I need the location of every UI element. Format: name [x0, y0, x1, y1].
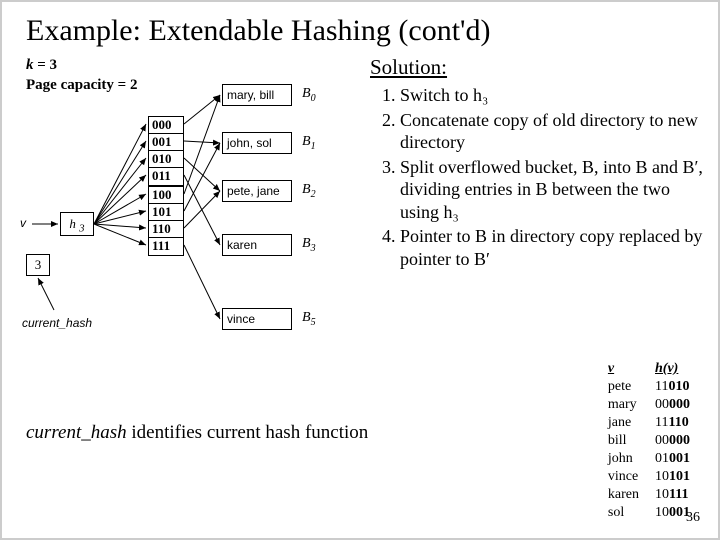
bucket-tag-b: B [302, 134, 311, 149]
hv-name: karen [600, 486, 647, 504]
hv-name: mary [600, 396, 647, 414]
hv-prefix: 11 [655, 415, 668, 430]
dir-cell: 001 [149, 134, 183, 151]
hv-val: 11110 [647, 414, 698, 432]
hv-bold: 110 [668, 415, 688, 430]
current-hash-label: current_hash [22, 316, 92, 330]
bucket-tag: B0 [302, 86, 316, 104]
directory-bottom: 100 101 110 111 [148, 186, 184, 256]
dir-cell: 000 [149, 117, 183, 134]
hv-name: bill [600, 432, 647, 450]
hv-bold: 000 [669, 433, 690, 448]
hv-prefix: 10 [655, 487, 669, 502]
hv-name: sol [600, 504, 647, 522]
dir-cell: 111 [149, 238, 183, 255]
bucket-tag-sub: 0 [311, 93, 316, 104]
dir-cell: 010 [149, 151, 183, 168]
hv-bold: 000 [669, 397, 690, 412]
bucket-tag: B2 [302, 182, 316, 200]
bucket-tag-b: B [302, 86, 311, 101]
hash-value-table: vh(v) pete11010 mary00000 jane11110 bill… [600, 360, 698, 522]
solution-item: 2. Concatenate copy of old directory to … [382, 109, 710, 154]
hash-fn-sub: 3 [79, 223, 84, 235]
bucket-tag-sub: 1 [311, 141, 316, 152]
bucket-tag-sub: 2 [311, 189, 316, 200]
hv-head-hv: h(v) [647, 360, 698, 378]
directory-top: 000 001 010 011 [148, 116, 184, 186]
solution-list: 1. Switch to h₃ 2. Concatenate copy of o… [370, 84, 710, 270]
k-eq: = 3 [34, 57, 58, 73]
hv-prefix: 11 [655, 379, 668, 394]
solution-heading: Solution: [370, 54, 710, 80]
hv-val: 10101 [647, 468, 698, 486]
hv-prefix: 10 [655, 505, 669, 520]
bucket-tag-b: B [302, 310, 311, 325]
solution-item: 4. Pointer to B in directory copy replac… [382, 225, 710, 270]
hv-name: john [600, 450, 647, 468]
bucket-tag: B3 [302, 236, 316, 254]
solution-block: Solution: 1. Switch to h₃ 2. Concatenate… [370, 54, 710, 272]
bucket-tag: B5 [302, 310, 316, 328]
hv-prefix: 01 [655, 451, 669, 466]
hv-bold: 010 [668, 379, 689, 394]
hv-name: jane [600, 414, 647, 432]
v-label: v [20, 216, 26, 230]
hash-fn-label: h [69, 216, 79, 231]
footer-rest: identifies current hash function [127, 422, 369, 443]
hash-fn-box: h 3 [60, 212, 94, 236]
hv-val: 00000 [647, 432, 698, 450]
footer-line: current_hash identifies current hash fun… [26, 422, 368, 444]
diagram: v h 3 3 current_hash 000 001 010 011 100… [18, 84, 368, 384]
hv-bold: 101 [669, 469, 690, 484]
solution-item: 1. Switch to h₃ [382, 84, 710, 107]
hv-bold: 111 [669, 487, 688, 502]
dir-cell: 110 [149, 221, 183, 238]
hv-prefix: 00 [655, 397, 669, 412]
k-box: 3 [26, 254, 50, 276]
footer-em: current_hash [26, 422, 127, 443]
hv-prefix: 00 [655, 433, 669, 448]
bucket-tag-b: B [302, 236, 311, 251]
dir-cell: 101 [149, 204, 183, 221]
dir-cell: 011 [149, 168, 183, 185]
bucket: karen [222, 234, 292, 256]
hv-val: 11010 [647, 378, 698, 396]
slide: Example: Extendable Hashing (cont'd) k =… [0, 0, 720, 540]
hv-bold: 001 [669, 451, 690, 466]
hv-val: 01001 [647, 450, 698, 468]
bucket: vince [222, 308, 292, 330]
hv-head-v: v [600, 360, 647, 378]
bucket: john, sol [222, 132, 292, 154]
solution-item: 3. Split overflowed bucket, B, into B an… [382, 156, 710, 224]
hv-val: 00000 [647, 396, 698, 414]
bucket-tag-b: B [302, 182, 311, 197]
hv-name: pete [600, 378, 647, 396]
hv-prefix: 10 [655, 469, 669, 484]
bucket: pete, jane [222, 180, 292, 202]
bucket: mary, bill [222, 84, 292, 106]
bucket-tag: B1 [302, 134, 316, 152]
hv-val: 10111 [647, 486, 698, 504]
bucket-tag-sub: 3 [311, 243, 316, 254]
dir-cell: 100 [149, 187, 183, 204]
k-var: k [26, 57, 34, 73]
slide-number: 36 [686, 510, 700, 526]
bucket-tag-sub: 5 [311, 317, 316, 328]
slide-title: Example: Extendable Hashing (cont'd) [26, 14, 694, 48]
hv-name: vince [600, 468, 647, 486]
